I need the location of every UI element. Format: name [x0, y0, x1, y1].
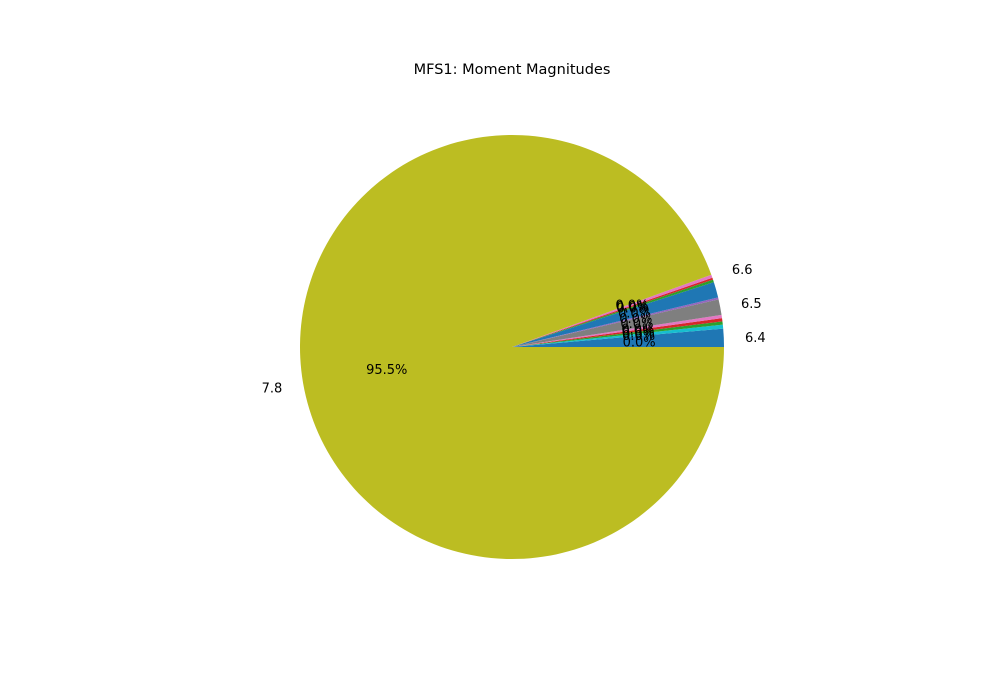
pie-slice — [512, 318, 723, 347]
pie-slice — [512, 321, 723, 347]
percent-label: 0.0% — [616, 300, 649, 315]
pie-slice — [512, 314, 723, 347]
percent-label: 0.0% — [616, 301, 649, 316]
percent-label: 0.0% — [621, 323, 654, 338]
pie-slice — [512, 328, 724, 347]
percent-label: 0.0% — [620, 317, 653, 332]
percent-label: 0.0% — [618, 307, 651, 322]
slice-labels: 6.4 6.5 6.6 7.8 — [262, 263, 766, 396]
percent-label: 0.0% — [619, 312, 652, 327]
slice-label: 6.6 — [732, 263, 753, 278]
pie-slice — [512, 299, 722, 347]
pie-slice — [512, 282, 719, 347]
percent-labels: 0.0%0.0%0.0%0.0%0.0%0.0%0.0%0.0%0.0%0.0%… — [366, 299, 656, 378]
pie-slice — [512, 274, 713, 347]
percent-label: 0.0% — [615, 299, 648, 314]
percent-label: 0.0% — [622, 325, 655, 340]
percent-label: 0.0% — [623, 335, 656, 350]
pie-slice — [512, 279, 714, 347]
chart-title: MFS1: Moment Magnitudes — [414, 62, 611, 78]
pie-slice — [512, 277, 714, 347]
slice-label: 6.4 — [745, 331, 766, 346]
pie-slice — [512, 297, 719, 347]
slice-label: 7.8 — [262, 381, 283, 396]
pie-slice — [512, 324, 724, 347]
percent-label: 0.0% — [622, 327, 655, 342]
percent-label: 0.0% — [622, 329, 655, 344]
pie-slice — [299, 134, 724, 559]
percent-label: 95.5% — [366, 363, 407, 378]
slice-label: 6.5 — [741, 297, 762, 312]
pie-slices — [299, 134, 724, 559]
